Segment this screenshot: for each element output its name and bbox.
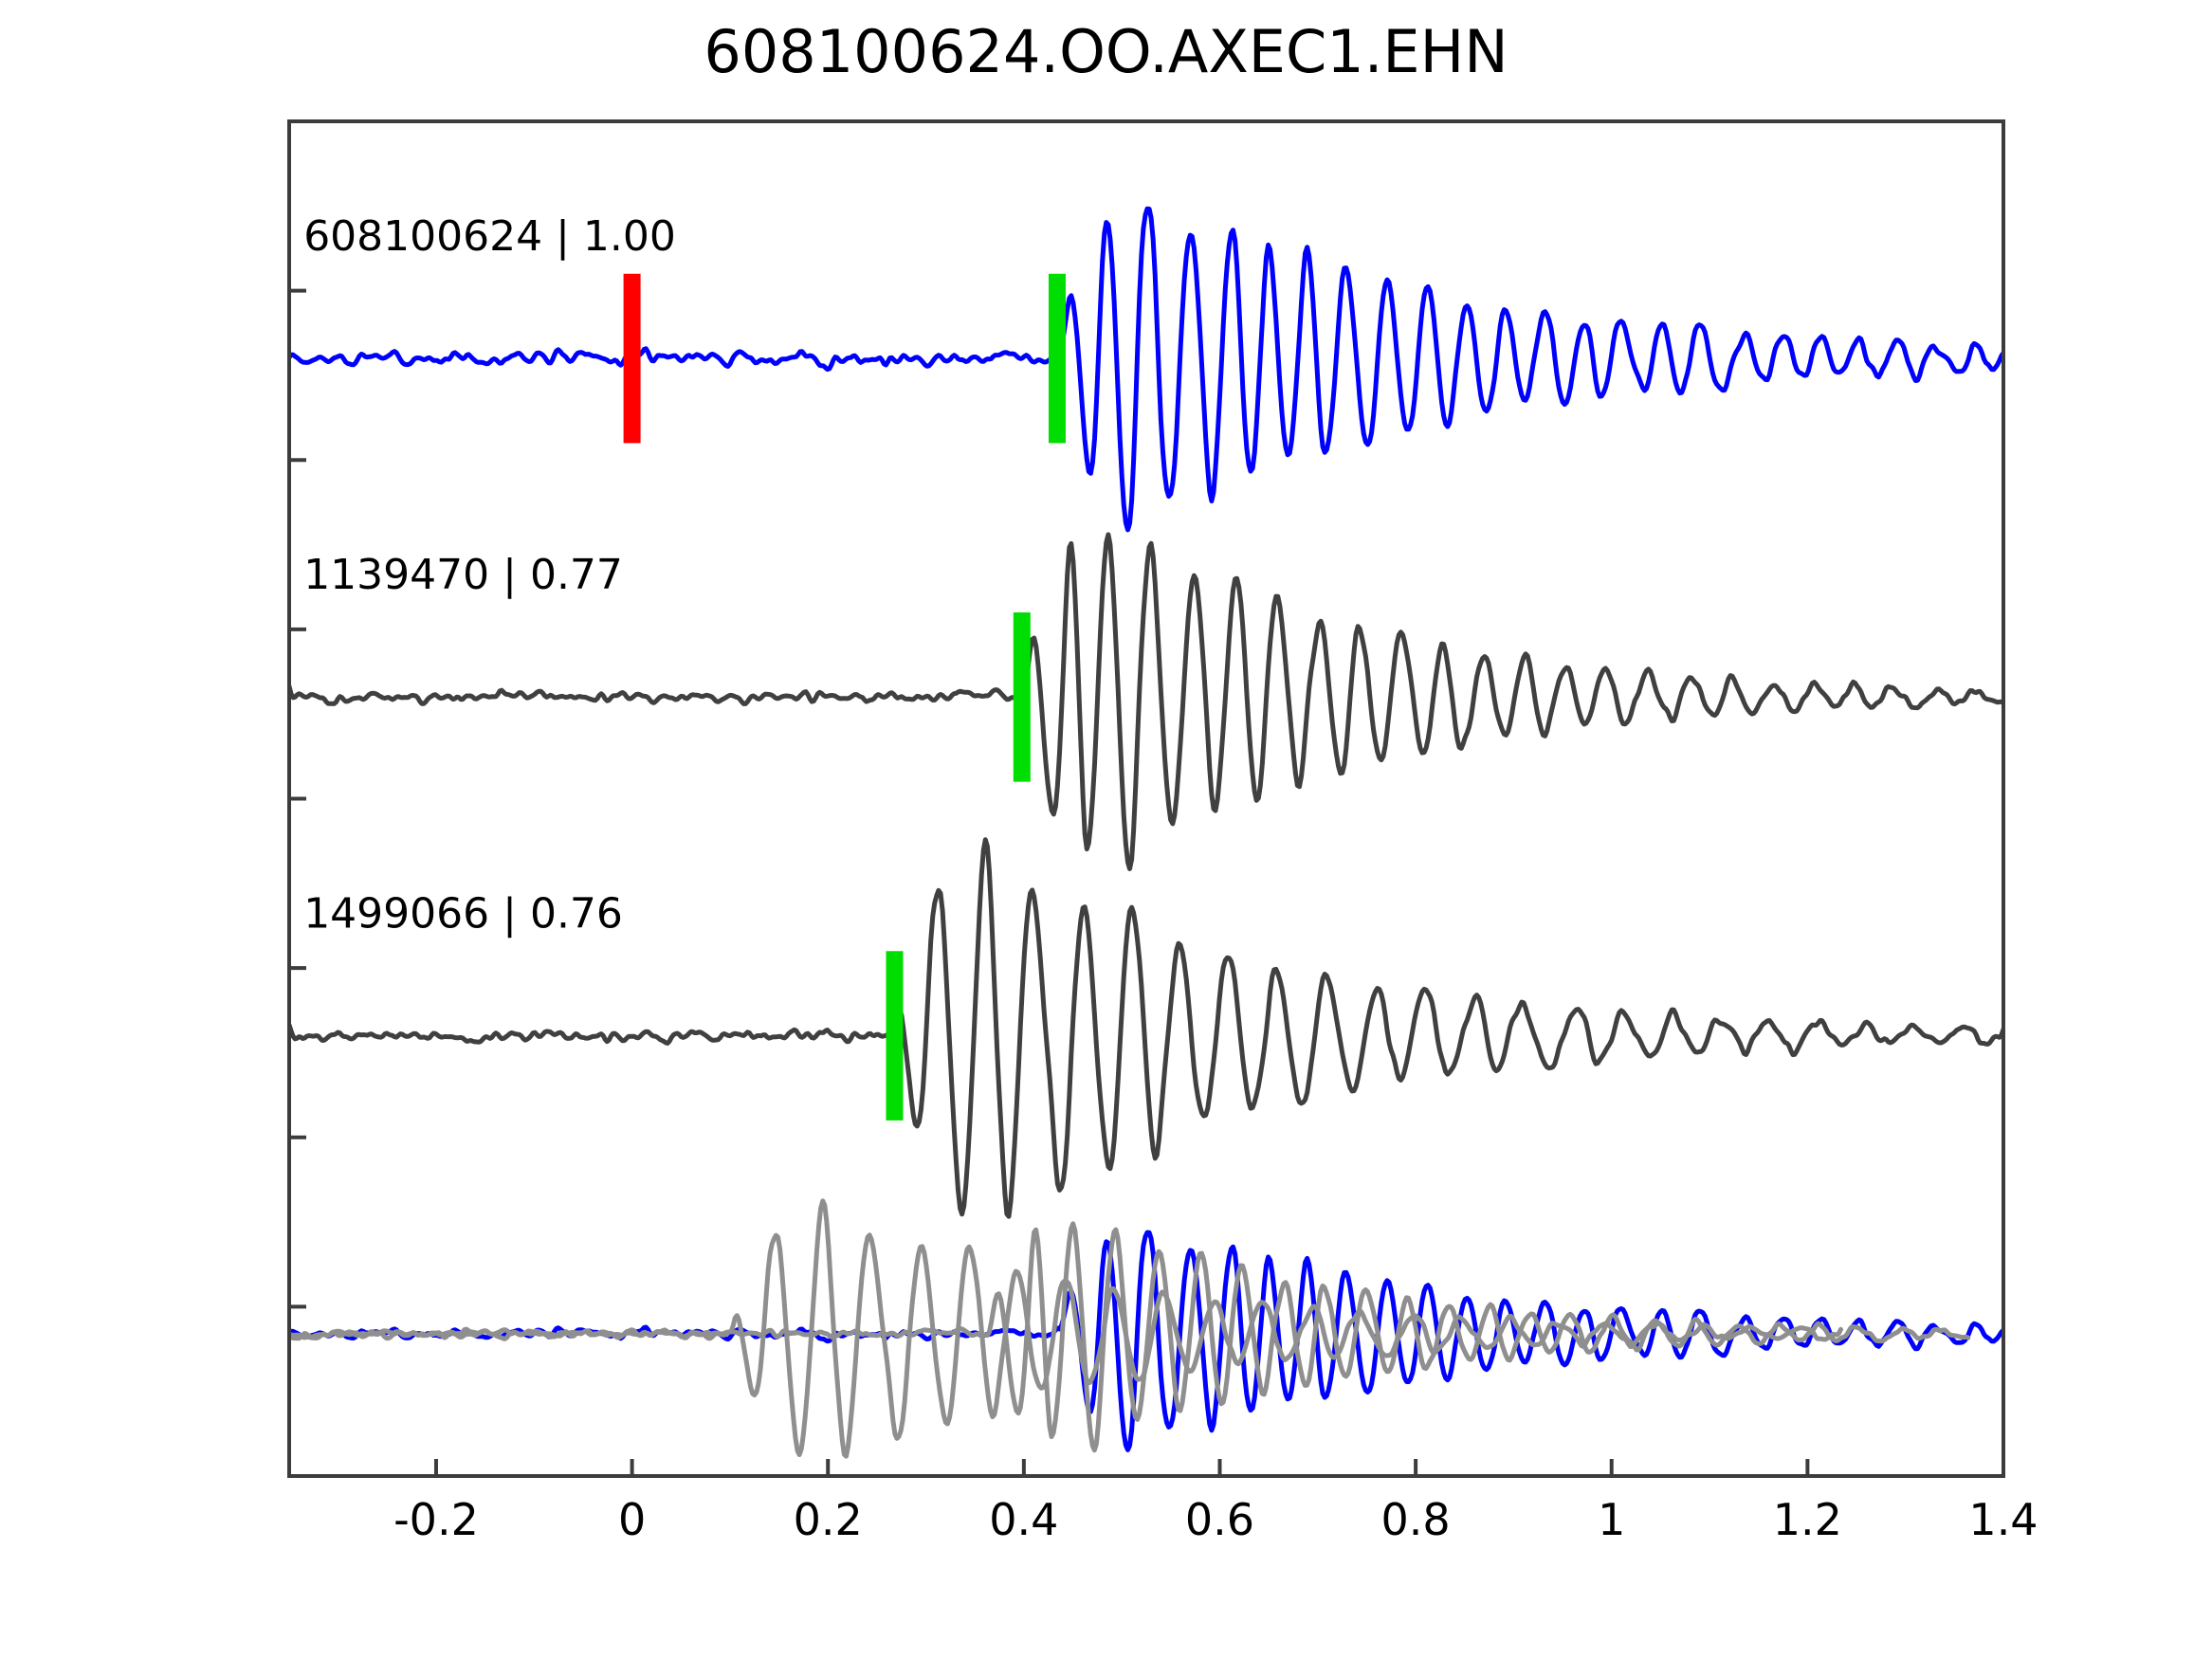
- x-tick-label: 0.4: [989, 1494, 1058, 1545]
- axes-border: [287, 119, 2005, 1478]
- s-pick-marker: [886, 951, 904, 1121]
- waveform-trace-1139470: [291, 532, 2002, 871]
- x-tick-label: -0.2: [393, 1494, 479, 1545]
- page-title: 608100624.OO.AXEC1.EHN: [704, 17, 1508, 86]
- trace-label-1139470: 1139470 | 0.77: [303, 551, 623, 599]
- waveform-trace-1499066: [291, 837, 2002, 1219]
- overlay-trace-1499066: [291, 1198, 1843, 1459]
- plot-frame: [287, 119, 2005, 1478]
- x-tick-label: 1.2: [1773, 1494, 1842, 1545]
- x-tick-label: 1: [1598, 1494, 1625, 1545]
- x-tick-label: 0: [618, 1494, 646, 1545]
- pick-markers-layer: [291, 273, 2002, 1459]
- waveform-trace-608100624: [291, 206, 2002, 533]
- traces-layer: [291, 206, 2002, 1219]
- x-tick-label: 0.2: [794, 1494, 863, 1545]
- trace-label-608100624: 608100624 | 1.00: [303, 212, 676, 261]
- p-pick-marker: [623, 273, 641, 444]
- s-pick-marker: [1048, 273, 1066, 444]
- axis-ticks-layer: -0.2 0 0.2 0.4 0.6 0.8 1 1.2 1.4: [289, 119, 2038, 1545]
- s-pick-marker: [1013, 612, 1031, 782]
- x-tick-label: 1.4: [1968, 1494, 2038, 1545]
- trace-label-1499066: 1499066 | 0.76: [303, 889, 623, 938]
- trace-labels-layer: 608100624 | 1.00 1139470 | 0.77 1499066 | …: [303, 212, 676, 939]
- x-tick-label: 0.8: [1381, 1494, 1451, 1545]
- x-tick-label: 0.6: [1185, 1494, 1254, 1545]
